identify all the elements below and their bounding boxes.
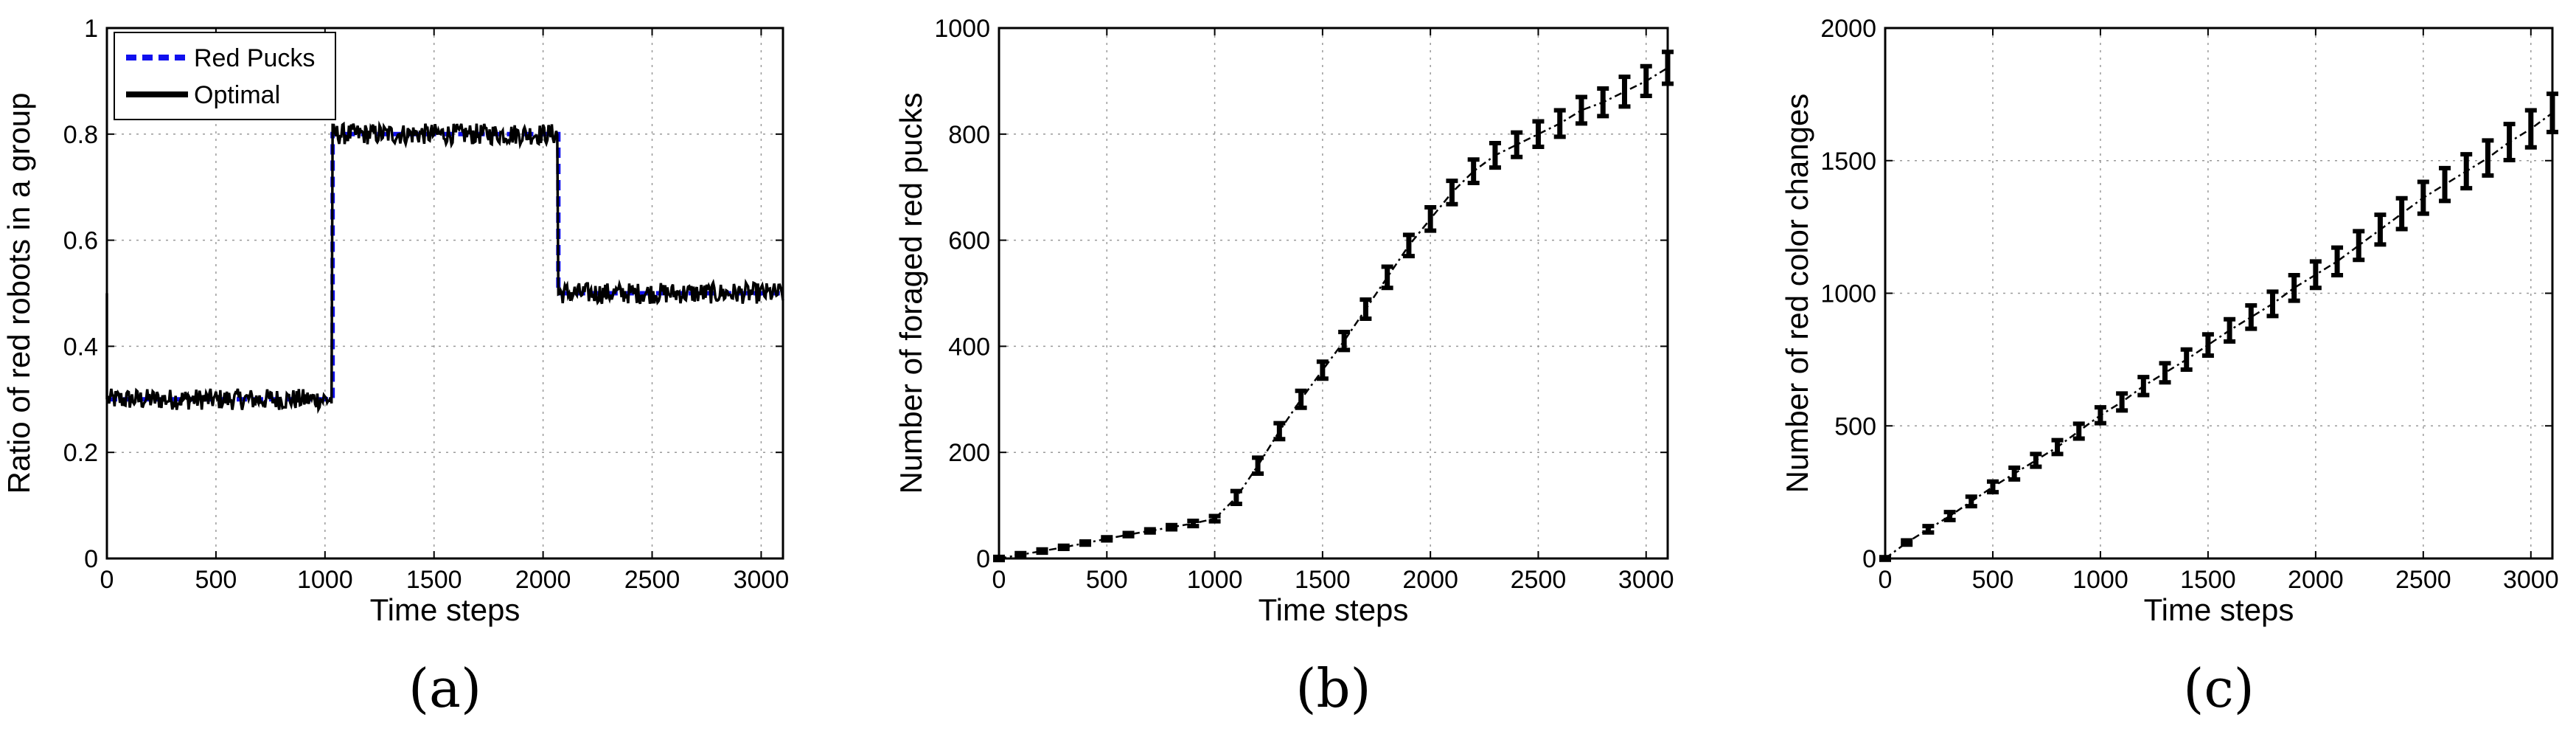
- legend-a: Red Pucks Optimal: [114, 32, 336, 120]
- x-axis-title-a: Time steps: [370, 592, 521, 627]
- y-tick-label: 0: [976, 545, 990, 573]
- y-tick-label: 0.4: [63, 333, 98, 361]
- x-tick-label: 2500: [2395, 566, 2451, 594]
- x-tick-label: 0: [992, 566, 1006, 594]
- x-tick-label: 1000: [2072, 566, 2128, 594]
- grid-a: [107, 28, 783, 558]
- x-tick-label: 500: [195, 566, 237, 594]
- ticks-a: 0 500 1000 1500 2000 2500 3000 0 0.2 0.4 0.6 0.8 1: [63, 15, 790, 594]
- series-line-optimal: [105, 120, 784, 415]
- y-tick-label: 2000: [1820, 15, 1876, 43]
- y-tick-label: 1500: [1820, 148, 1876, 176]
- x-tick-label: 2000: [2288, 566, 2344, 594]
- chart-panel-a: 0 500 1000 1500 2000 2500 3000 0 0.2 0.4 0.6 0.8 1 T…: [1, 15, 789, 719]
- grid-b: [999, 28, 1668, 558]
- panel-label-a: (a): [408, 657, 481, 719]
- x-tick-label: 1000: [1187, 566, 1243, 594]
- x-tick-label: 3000: [1618, 566, 1674, 594]
- x-tick-label: 1500: [1295, 566, 1351, 594]
- chart-panel-c: 0 500 1000 1500 2000 2500 3000 0 500 1000 1500 2000…: [1780, 15, 2559, 719]
- plot-frame-a: [105, 27, 784, 560]
- y-tick-label: 600: [948, 227, 990, 255]
- y-axis-title-c: Number of red color changes: [1780, 94, 1814, 494]
- y-tick-label: 400: [948, 333, 990, 361]
- legend-entry-red-pucks: Red Pucks: [194, 44, 315, 72]
- legend-box: [114, 32, 336, 120]
- series-group-b: [993, 49, 1674, 563]
- x-axis-title-b: Time steps: [1259, 592, 1409, 627]
- y-tick-label: 0.2: [63, 439, 98, 467]
- y-tick-label: 1000: [934, 15, 990, 43]
- y-tick-label: 200: [948, 439, 990, 467]
- y-axis-title-b: Number of foraged red pucks: [894, 93, 928, 494]
- x-tick-label: 2500: [624, 566, 680, 594]
- ticks-c: 0 500 1000 1500 2000 2500 3000 0 500 1000 1500 2000: [1820, 15, 2558, 594]
- ticks-b: 0 500 1000 1500 2000 2500 3000 0 200 400 600 800 100…: [934, 15, 1674, 594]
- x-tick-label: 2000: [1402, 566, 1458, 594]
- x-tick-label: 1500: [406, 566, 462, 594]
- mean-line: [998, 66, 1668, 560]
- x-tick-label: 3000: [2503, 566, 2559, 594]
- y-tick-label: 1000: [1820, 280, 1876, 308]
- x-tick-label: 1500: [2180, 566, 2236, 594]
- y-tick-label: 1: [84, 15, 98, 43]
- x-tick-label: 1000: [297, 566, 353, 594]
- y-tick-label: 0.6: [63, 227, 98, 255]
- series-line-red-pucks: [107, 131, 783, 402]
- x-tick-label: 0: [100, 566, 114, 594]
- grid-c: [1885, 28, 2552, 558]
- y-tick-label: 800: [948, 121, 990, 149]
- chart-panel-b: 0 500 1000 1500 2000 2500 3000 0 200 400 600 800 100…: [894, 15, 1674, 719]
- mean-line: [1884, 112, 2553, 560]
- x-tick-label: 500: [1972, 566, 2014, 594]
- y-tick-label: 500: [1834, 412, 1876, 440]
- x-tick-label: 2000: [515, 566, 571, 594]
- y-tick-label: 0: [1862, 545, 1876, 573]
- series-group-c: [1879, 91, 2558, 562]
- legend-entry-optimal: Optimal: [194, 81, 280, 109]
- panel-label-c: (c): [2183, 657, 2255, 719]
- panel-label-b: (b): [1295, 657, 1371, 719]
- x-tick-label: 2500: [1511, 566, 1567, 594]
- y-axis-title-a: Ratio of red robots in a group: [1, 93, 36, 494]
- x-tick-label: 0: [1879, 566, 1893, 594]
- y-tick-label: 0: [84, 545, 98, 573]
- series-group-a: [105, 120, 784, 415]
- x-tick-label: 3000: [734, 566, 790, 594]
- x-tick-label: 500: [1086, 566, 1128, 594]
- y-tick-label: 0.8: [63, 121, 98, 149]
- x-axis-title-c: Time steps: [2144, 592, 2294, 627]
- plot-frame-b: [998, 27, 1669, 560]
